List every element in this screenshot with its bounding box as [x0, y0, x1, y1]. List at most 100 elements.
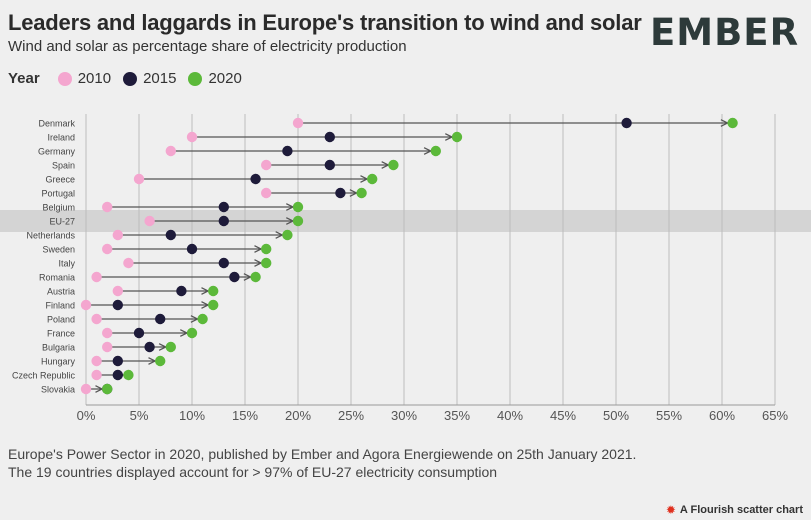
country-label: Finland [45, 301, 75, 311]
legend-item-2015[interactable]: 2015 [123, 70, 176, 87]
country-label: Poland [47, 315, 75, 325]
flourish-credit[interactable]: ✹ A Flourish scatter chart [666, 503, 803, 517]
dot-2020 [208, 299, 219, 311]
legend-swatch-2015 [123, 71, 138, 86]
dot-2015 [186, 243, 198, 255]
dot-2010 [91, 355, 102, 367]
highlight-band-eu27 [0, 210, 811, 232]
dot-2010 [102, 201, 113, 213]
dot-2010 [80, 299, 92, 311]
dot-2015 [335, 187, 346, 199]
dot-2020 [727, 117, 738, 129]
country-label: Belgium [42, 203, 75, 213]
country-label: EU-27 [49, 217, 75, 227]
x-tick-label: 65% [762, 408, 788, 423]
dot-2020 [165, 341, 176, 353]
dot-2015 [250, 173, 261, 185]
dot-2015 [621, 117, 632, 129]
dot-2020 [208, 285, 219, 297]
dot-2015 [176, 285, 187, 297]
dot-2020 [250, 271, 261, 283]
x-tick-label: 45% [550, 408, 576, 423]
x-tick-label: 0% [77, 408, 96, 423]
dot-2015 [218, 201, 229, 213]
country-label: Hungary [41, 357, 76, 367]
country-label: Sweden [42, 245, 75, 255]
dot-2010 [91, 271, 102, 283]
x-tick-label: 25% [338, 408, 364, 423]
chart-title: Leaders and laggards in Europe's transit… [8, 10, 642, 35]
dot-2010 [91, 369, 102, 381]
country-label: Germany [38, 147, 76, 157]
footer: Europe's Power Sector in 2020, published… [8, 445, 636, 481]
x-tick-label: 10% [179, 408, 205, 423]
dot-2010 [292, 117, 304, 129]
footer-note: The 19 countries displayed account for >… [8, 464, 498, 480]
dot-2015 [282, 145, 293, 157]
dot-2015 [112, 355, 124, 367]
dot-2010 [144, 215, 155, 227]
ember-logo: EMBER [650, 11, 800, 54]
legend-label-2015: 2015 [143, 70, 177, 87]
chart-plot: 0% 5% 10% 15% 20% 25% 30% 35% 40% 45% 50% 55% 60% 65%… [0, 114, 811, 423]
country-label: Austria [47, 287, 75, 297]
dot-2015 [144, 341, 155, 353]
country-label: Spain [52, 161, 75, 171]
dot-2020 [282, 229, 293, 241]
dot-2010 [102, 341, 113, 353]
legend-title: Year [8, 70, 40, 87]
dot-2010 [133, 173, 145, 185]
dot-2020 [388, 159, 399, 171]
dot-2010 [102, 327, 113, 339]
dot-2010 [112, 285, 124, 297]
legend-swatch-2020 [188, 71, 203, 86]
dot-2010 [112, 229, 124, 241]
country-label: Netherlands [26, 231, 75, 241]
x-tick-label: 15% [232, 408, 258, 423]
country-label: Slovakia [41, 385, 75, 395]
legend-swatch-2010 [57, 71, 72, 86]
dot-2015 [155, 313, 166, 325]
dot-2010 [261, 187, 272, 199]
x-tick-label: 50% [603, 408, 629, 423]
legend-item-2020[interactable]: 2020 [188, 70, 242, 87]
dot-2020 [197, 313, 208, 325]
dot-2015 [165, 229, 176, 241]
dot-2010 [102, 243, 113, 255]
flourish-credit-label: A Flourish scatter chart [679, 504, 803, 516]
dot-2010 [80, 383, 92, 395]
x-tick-label: 30% [391, 408, 417, 423]
dot-2010 [261, 159, 272, 171]
dot-2020 [367, 173, 378, 185]
country-label: Portugal [41, 189, 75, 199]
dot-2020 [356, 187, 367, 199]
legend: Year 2010 2015 2020 [8, 70, 254, 87]
flourish-icon: ✹ [665, 503, 676, 517]
country-label: Ireland [47, 133, 75, 143]
x-tick-label: 35% [444, 408, 470, 423]
x-tick-label: 55% [656, 408, 682, 423]
dot-2020 [292, 215, 304, 227]
dot-2020 [123, 369, 134, 381]
x-tick-label: 5% [130, 408, 149, 423]
dot-2015 [324, 131, 335, 143]
dot-2020 [451, 131, 463, 143]
chart-subtitle: Wind and solar as percentage share of el… [8, 38, 407, 55]
legend-item-2010[interactable]: 2010 [57, 70, 111, 87]
dot-2020 [186, 327, 198, 339]
x-tick-label: 40% [497, 408, 523, 423]
dot-2010 [165, 145, 176, 157]
country-label: Bulgaria [42, 343, 75, 353]
dot-2010 [186, 131, 198, 143]
country-label: France [47, 329, 75, 339]
dot-2020 [292, 201, 304, 213]
country-label: Denmark [38, 119, 75, 129]
dot-2020 [102, 383, 113, 395]
dot-2015 [218, 215, 229, 227]
dot-2020 [261, 243, 272, 255]
dot-2015 [324, 159, 335, 171]
x-tick-label: 20% [285, 408, 311, 423]
dot-2015 [133, 327, 145, 339]
footer-source: Europe's Power Sector in 2020, published… [8, 446, 637, 462]
dot-2015 [112, 369, 124, 381]
